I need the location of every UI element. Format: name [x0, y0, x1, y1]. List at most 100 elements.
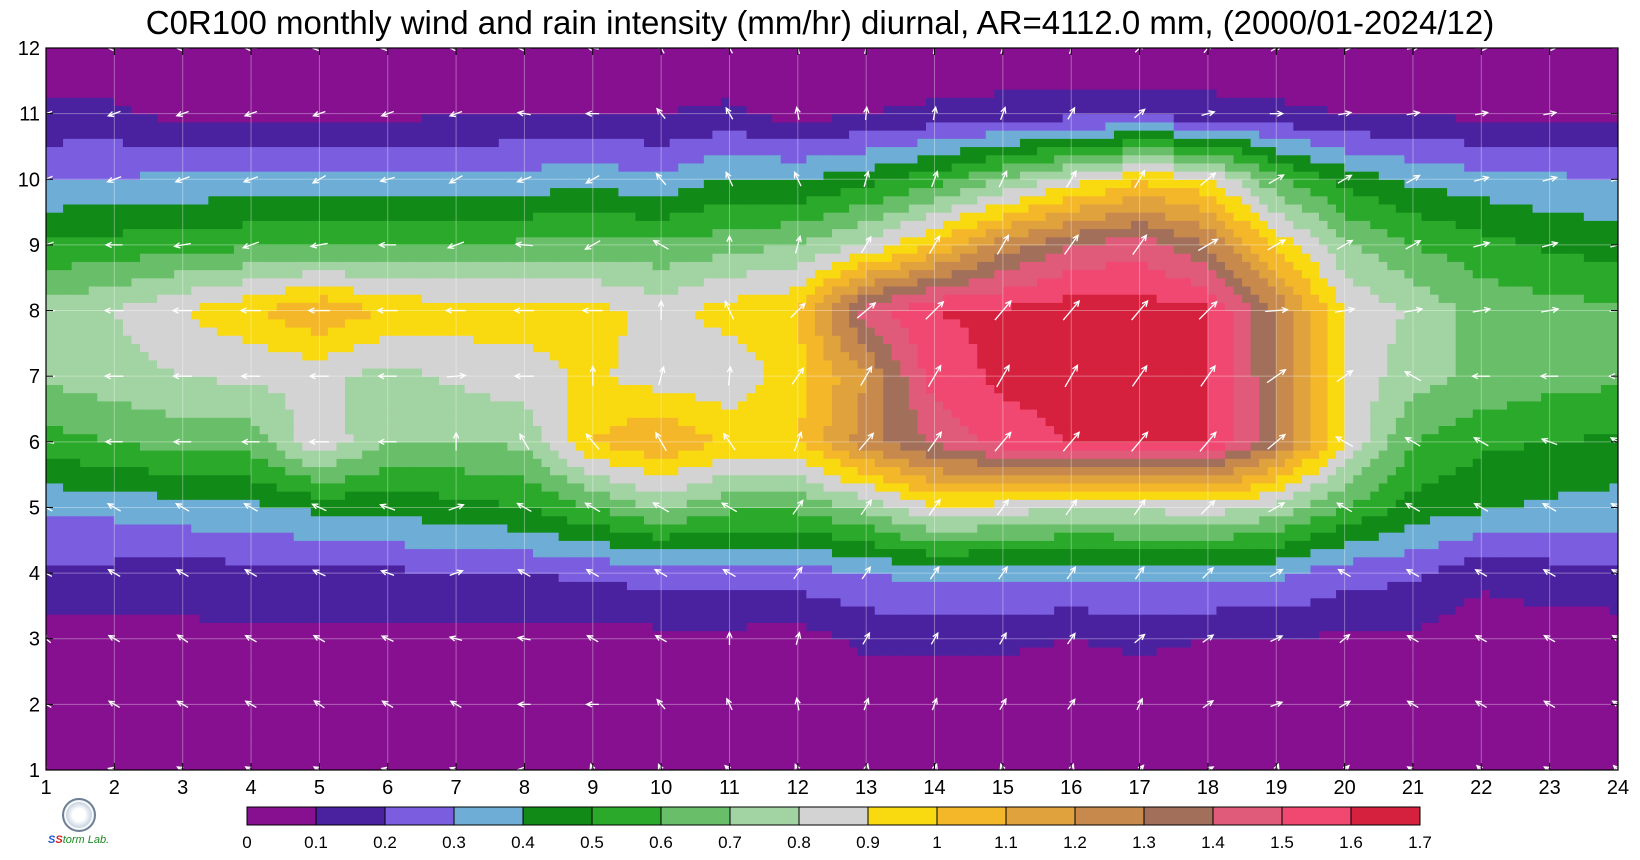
heat-cell: [994, 605, 1004, 615]
heat-cell: [1113, 630, 1124, 640]
heat-cell: [464, 704, 474, 714]
heat-cell: [404, 745, 414, 755]
heat-cell: [1506, 720, 1517, 730]
heat-cell: [1045, 737, 1055, 746]
heat-cell: [1173, 573, 1183, 582]
heat-cell: [251, 540, 261, 550]
heat-cell: [387, 573, 397, 582]
heat-cell: [584, 704, 594, 714]
heat-cell: [738, 663, 748, 673]
heat-cell: [874, 671, 884, 681]
heat-cell: [567, 728, 577, 738]
heat-cell: [960, 597, 970, 607]
heat-cell: [823, 573, 833, 582]
heat-cell: [46, 655, 56, 664]
heat-cell: [840, 704, 850, 714]
heat-cell: [951, 564, 961, 574]
heat-cell: [259, 605, 269, 615]
heat-cell: [1421, 605, 1431, 615]
heat-cell: [1524, 638, 1534, 648]
heat-cell: [413, 556, 423, 566]
heat-cell: [558, 564, 568, 574]
heat-cell: [592, 581, 602, 591]
heat-cell: [1395, 638, 1406, 648]
heat-cell: [644, 696, 654, 705]
heat-cell: [712, 646, 722, 656]
heat-cell: [686, 737, 696, 746]
heat-cell: [191, 696, 201, 705]
heat-cell: [310, 753, 320, 763]
heat-cell: [1225, 622, 1235, 632]
heat-cell: [63, 712, 73, 722]
heat-cell: [353, 646, 363, 656]
heat-cell: [157, 573, 167, 582]
heat-cell: [985, 696, 995, 705]
heat-cell: [139, 671, 150, 681]
heat-cell: [1225, 712, 1235, 722]
heat-cell: [524, 712, 534, 722]
heat-cell: [191, 646, 201, 656]
heat-cell: [806, 548, 816, 558]
heat-cell: [575, 663, 585, 673]
heat-cell: [1173, 556, 1183, 566]
heat-cell: [1310, 548, 1320, 558]
heat-cell: [857, 630, 867, 640]
heat-cell: [832, 737, 842, 746]
heat-cell: [703, 696, 713, 705]
heat-cell: [1583, 638, 1593, 648]
heat-cell: [806, 589, 816, 599]
heat-cell: [1019, 745, 1030, 755]
heat-cell: [1447, 679, 1457, 689]
heat-cell: [1336, 679, 1346, 689]
heat-cell: [874, 581, 884, 591]
heat-cell: [1318, 597, 1329, 607]
heat-cell: [1318, 671, 1329, 681]
heat-cell: [968, 646, 978, 656]
heat-cell: [242, 646, 252, 656]
heat-cell: [1173, 630, 1183, 640]
heat-cell: [1267, 556, 1277, 566]
heat-cell: [934, 638, 944, 648]
heat-cell: [1412, 737, 1423, 746]
heat-cell: [105, 638, 115, 648]
heat-cell: [1045, 605, 1055, 615]
heat-cell: [413, 638, 423, 648]
heat-cell: [1088, 753, 1098, 763]
heat-cell: [259, 704, 269, 714]
heat-cell: [1037, 663, 1047, 673]
heat-cell: [1353, 745, 1363, 755]
heat-cell: [1301, 597, 1312, 607]
heat-cell: [669, 712, 679, 722]
heat-cell: [1225, 564, 1235, 574]
heat-cell: [1182, 704, 1192, 714]
heat-cell: [199, 671, 209, 681]
heat-cell: [1464, 720, 1474, 730]
heat-cell: [1464, 638, 1474, 648]
heat-cell: [1583, 556, 1593, 566]
heat-cell: [430, 679, 440, 689]
heat-cell: [1310, 589, 1320, 599]
heat-cell: [54, 548, 64, 558]
heat-cell: [1336, 573, 1346, 582]
heat-cell: [1165, 548, 1175, 558]
heat-cell: [652, 745, 662, 755]
heat-cell: [840, 663, 850, 673]
heat-cell: [985, 704, 995, 714]
heat-cell: [464, 720, 474, 730]
heat-cell: [900, 597, 910, 607]
heat-cell: [1609, 704, 1618, 714]
heat-cell: [1430, 761, 1440, 770]
heat-cell: [165, 671, 175, 681]
heat-cell: [1216, 556, 1226, 566]
heat-cell: [592, 548, 602, 558]
heat-cell: [746, 753, 756, 763]
heat-cell: [1421, 687, 1431, 697]
heat-cell: [1293, 564, 1303, 574]
heat-cell: [1592, 589, 1602, 599]
heat-cell: [652, 761, 662, 770]
heat-cell: [866, 581, 876, 591]
heat-cell: [456, 663, 466, 673]
heat-cell: [832, 589, 842, 599]
heat-cell: [165, 548, 175, 558]
heat-cell: [746, 589, 756, 599]
